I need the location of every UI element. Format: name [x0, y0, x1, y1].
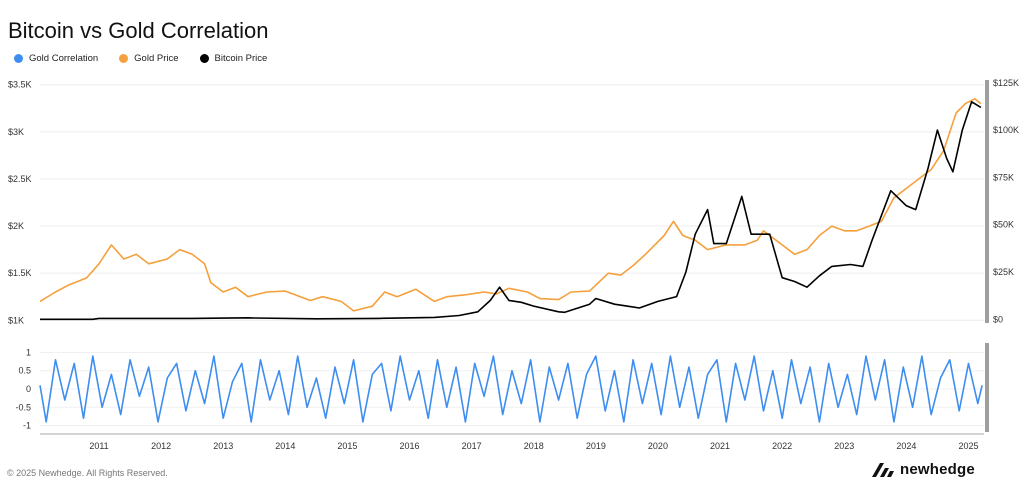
correlation-tick-label: 0 [26, 384, 31, 394]
copyright-text: © 2025 Newhedge. All Rights Reserved. [7, 468, 168, 478]
correlation-tick-label: 0.5 [18, 366, 31, 376]
x-tick-label: 2021 [710, 441, 730, 451]
x-tick-label: 2011 [89, 441, 108, 451]
x-tick-label: 2015 [337, 441, 357, 451]
legend-label: Gold Price [134, 53, 179, 64]
brand-logo[interactable]: newhedge [872, 461, 975, 478]
right-tick-label: $50K [993, 220, 1014, 230]
left-tick-label: $3K [8, 127, 24, 137]
correlation-tick-label: 1 [26, 347, 31, 357]
x-tick-label: 2019 [586, 441, 606, 451]
chart-legend: Gold Correlation Gold Price Bitcoin Pric… [14, 53, 288, 64]
left-tick-label: $3.5K [8, 80, 32, 90]
left-axis-ticks: $1K $1.5K $2K $2.5K $3K $3.5K [8, 80, 32, 326]
x-tick-label: 2014 [275, 441, 295, 451]
x-tick-label: 2025 [958, 441, 978, 451]
x-tick-label: 2013 [213, 441, 233, 451]
left-tick-label: $2K [8, 221, 24, 231]
right-tick-label: $0 [993, 314, 1003, 324]
x-tick-label: 2016 [400, 441, 420, 451]
left-tick-label: $1K [8, 315, 24, 325]
x-tick-label: 2020 [648, 441, 668, 451]
right-tick-label: $125K [993, 78, 1019, 88]
series-lines [39, 98, 983, 423]
series-line-gold-correlation [39, 355, 983, 423]
legend-dot-icon [199, 54, 209, 63]
x-tick-label: 2024 [896, 441, 916, 451]
x-tick-label: 2022 [772, 441, 792, 451]
brand-name: newhedge [900, 461, 975, 478]
legend-item-gold-price[interactable]: Gold Price [119, 53, 179, 64]
right-axis-ticks: $0 $25K $50K $75K $100K $125K [993, 78, 1019, 324]
correlation-tick-label: -0.5 [15, 402, 31, 412]
main-scrollbar[interactable] [985, 80, 989, 323]
x-tick-label: 2012 [151, 441, 171, 451]
right-tick-label: $25K [993, 267, 1014, 277]
series-line-bitcoin-price [40, 101, 982, 321]
legend-label: Bitcoin Price [214, 53, 268, 64]
legend-label: Gold Correlation [29, 53, 99, 64]
newhedge-logo-icon [872, 462, 894, 477]
x-tick-label: 2017 [462, 441, 482, 451]
right-tick-label: $75K [993, 172, 1014, 182]
legend-item-bitcoin-price[interactable]: Bitcoin Price [199, 53, 268, 64]
left-tick-label: $1.5K [8, 268, 32, 278]
legend-dot-icon [119, 54, 129, 63]
right-tick-label: $100K [993, 125, 1019, 135]
left-tick-label: $2.5K [8, 174, 32, 184]
page-title: Bitcoin vs Gold Correlation [8, 18, 269, 43]
correlation-axis-ticks: 1 0.5 0 -0.5 -1 [15, 347, 31, 430]
correlation-scrollbar[interactable] [985, 343, 989, 432]
legend-dot-icon [14, 54, 23, 63]
series-line-gold-price [39, 98, 982, 312]
x-tick-label: 2023 [834, 441, 854, 451]
x-tick-label: 2018 [524, 441, 544, 451]
x-axis-ticks: 2011 2012 2013 2014 2015 2016 2017 2018 2019 2020… [89, 441, 978, 451]
correlation-tick-label: -1 [23, 421, 31, 431]
legend-item-gold-correlation[interactable]: Gold Correlation [14, 53, 98, 64]
